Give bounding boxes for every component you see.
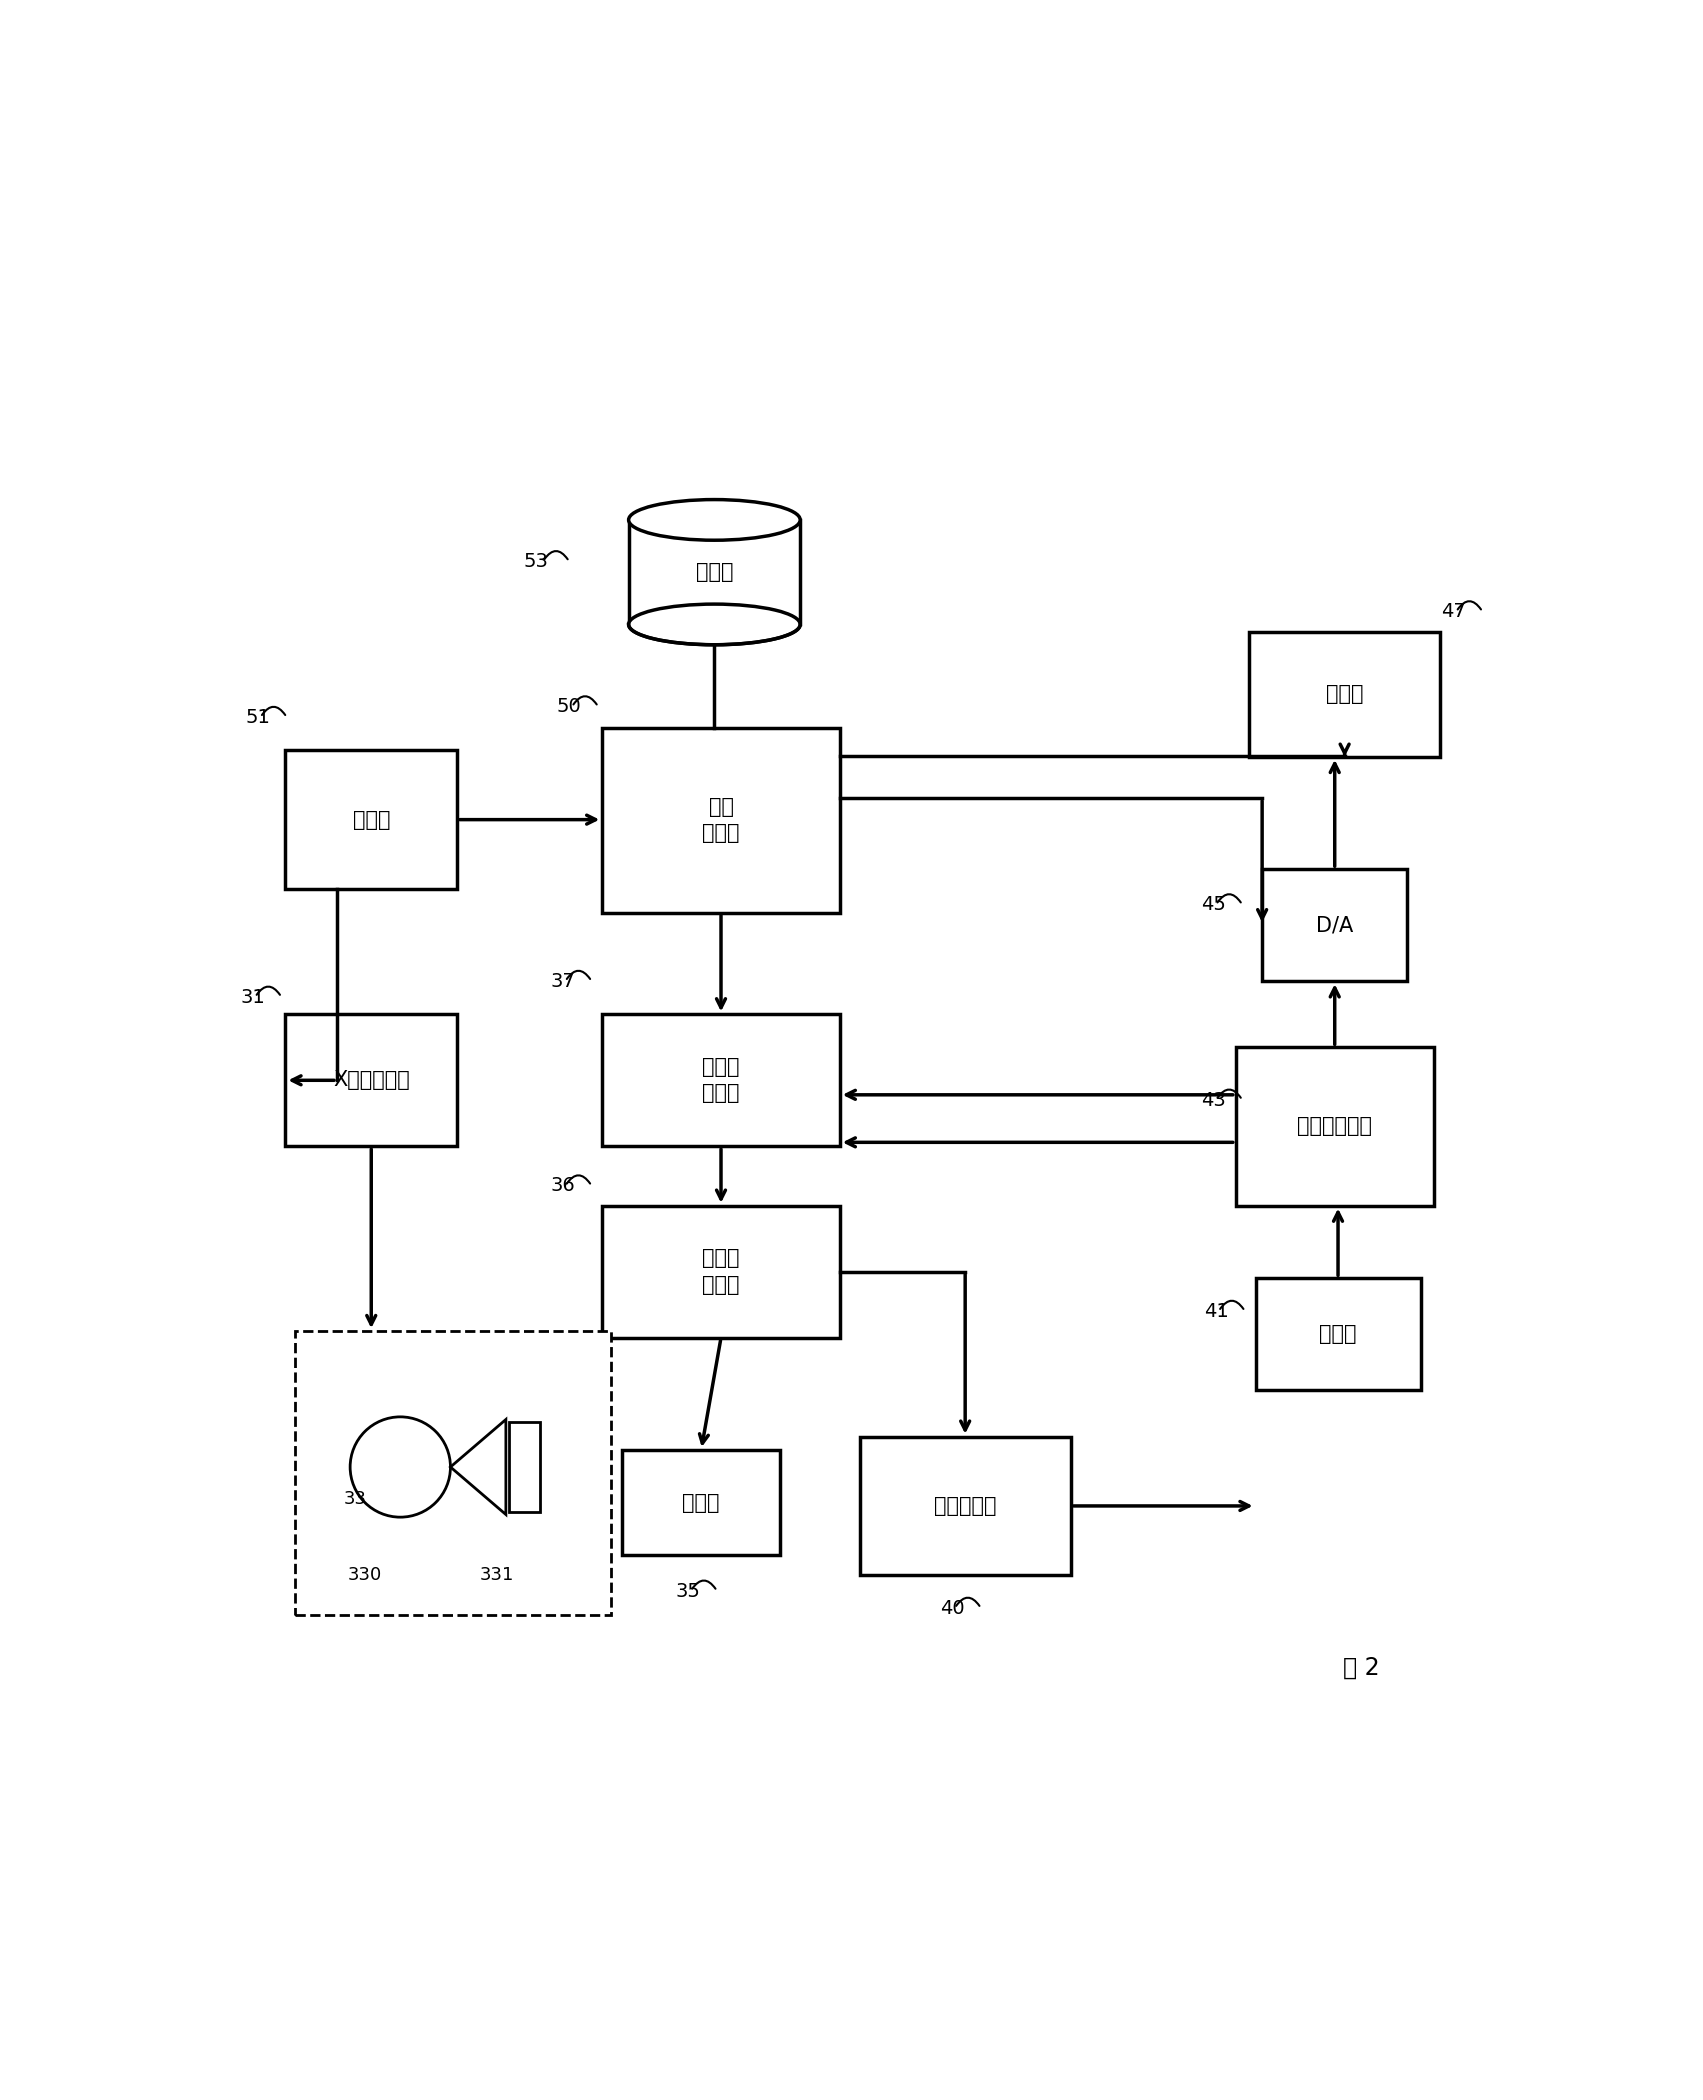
Text: 53: 53 bbox=[525, 552, 548, 571]
Text: 存储器: 存储器 bbox=[1320, 1325, 1357, 1344]
Text: 43: 43 bbox=[1201, 1090, 1226, 1109]
Bar bbox=[286, 1014, 456, 1147]
Text: 45: 45 bbox=[1201, 895, 1226, 914]
Text: X射线控制部: X射线控制部 bbox=[332, 1071, 410, 1090]
Text: 中央
控制部: 中央 控制部 bbox=[702, 798, 739, 844]
Text: 331: 331 bbox=[480, 1567, 514, 1583]
Text: 压迫板: 压迫板 bbox=[683, 1493, 720, 1512]
Text: D/A: D/A bbox=[1316, 916, 1354, 934]
Text: 压迫板
驱动部: 压迫板 驱动部 bbox=[702, 1250, 739, 1296]
Text: 存储部: 存储部 bbox=[695, 563, 734, 582]
Text: 35: 35 bbox=[676, 1581, 700, 1600]
Text: 41: 41 bbox=[1204, 1302, 1228, 1321]
Bar bbox=[603, 1014, 840, 1147]
Text: 平面检测器: 平面检测器 bbox=[933, 1495, 996, 1516]
Bar bbox=[1255, 1279, 1420, 1390]
Ellipse shape bbox=[628, 500, 800, 540]
Text: 36: 36 bbox=[550, 1176, 576, 1195]
Text: 40: 40 bbox=[940, 1598, 964, 1617]
Bar bbox=[603, 729, 840, 914]
Bar bbox=[1248, 632, 1441, 756]
Text: 显示部: 显示部 bbox=[1327, 685, 1364, 704]
Bar bbox=[622, 1449, 780, 1556]
Bar bbox=[603, 1205, 840, 1338]
Bar bbox=[509, 1422, 540, 1512]
Text: 51: 51 bbox=[245, 708, 271, 727]
Bar bbox=[295, 1331, 611, 1615]
Text: 31: 31 bbox=[240, 987, 266, 1006]
Text: 47: 47 bbox=[1441, 603, 1466, 622]
Bar bbox=[860, 1436, 1071, 1575]
Bar bbox=[1262, 869, 1407, 981]
Text: 图 2: 图 2 bbox=[1342, 1655, 1379, 1680]
Text: 图像处理装置: 图像处理装置 bbox=[1298, 1117, 1373, 1136]
Text: 操作部: 操作部 bbox=[353, 811, 390, 830]
Text: 压迫板
控制部: 压迫板 控制部 bbox=[702, 1056, 739, 1102]
Bar bbox=[1236, 1048, 1434, 1205]
Ellipse shape bbox=[628, 605, 800, 645]
Polygon shape bbox=[450, 1420, 506, 1514]
Text: 330: 330 bbox=[347, 1567, 381, 1583]
Circle shape bbox=[351, 1418, 450, 1516]
Bar bbox=[286, 750, 456, 888]
Text: 33: 33 bbox=[344, 1489, 366, 1508]
Text: 37: 37 bbox=[550, 972, 576, 991]
Text: 50: 50 bbox=[557, 697, 582, 716]
